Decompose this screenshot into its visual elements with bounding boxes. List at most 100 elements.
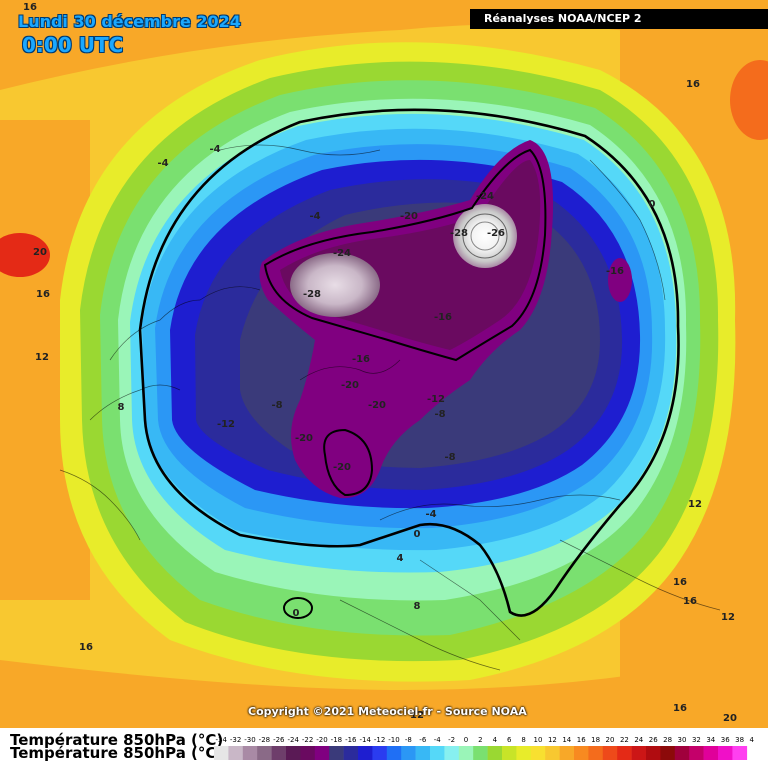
contour-value-label: -20: [368, 400, 386, 411]
scale-tick-label: 8: [521, 736, 525, 744]
contour-value-label: 16: [673, 577, 687, 588]
scale-tick-label: -2: [448, 736, 455, 744]
scale-swatch: [271, 746, 287, 760]
scale-swatch: [286, 746, 301, 760]
scale-tick-label: 38: [735, 736, 744, 744]
scale-swatch: [300, 746, 316, 760]
contour-value-label: -12: [427, 394, 445, 405]
scale-swatch: [314, 746, 330, 760]
scale-tick-label: 30: [678, 736, 687, 744]
contour-minus-twenty-b: [323, 428, 374, 497]
scale-tick-label: 36: [721, 736, 730, 744]
scale-tick-label: 34: [706, 736, 715, 744]
contour-value-label: -8: [444, 452, 455, 463]
red-spot-right: [730, 60, 768, 140]
scale-swatch: [646, 746, 661, 760]
copyright-text: Copyright ©2021 Meteociel.fr - Source NO…: [248, 705, 527, 718]
contour-minus-twenty: [263, 148, 547, 362]
date-label: Lundi 30 décembre 2024: [18, 12, 241, 31]
scale-swatch: [372, 746, 388, 760]
scale-tick-label: -28: [259, 736, 270, 744]
scale-swatch: [660, 746, 676, 760]
orange-bottom-band: [0, 650, 768, 728]
scale-tick-label: 16: [577, 736, 586, 744]
scale-tick-label: -34: [215, 736, 227, 744]
scale-tick-label: -12: [374, 736, 385, 744]
scale-tick-label: -14: [359, 736, 371, 744]
scale-tick-label: -10: [388, 736, 399, 744]
scale-tick-label: 6: [507, 736, 512, 744]
scale-tick-label: -18: [331, 736, 342, 744]
scale-tick-label: -8: [405, 736, 412, 744]
contour-value-label: 12: [721, 612, 735, 623]
legend-title-shadow: Température 850hPa (°C): [10, 744, 224, 762]
contour-labels: 16 -4 -4 -4 -20 -24 -28 -26 -24 -28 -16 -16 -16 -20 -2…: [23, 2, 737, 724]
scale-tick-label: 22: [620, 736, 629, 744]
contour-value-label: -20: [295, 433, 313, 444]
contour-value-label: 16: [23, 2, 37, 13]
scale-tick-label: 40: [750, 736, 754, 744]
legend-title: Température 850hPa (°C): [10, 731, 224, 749]
scale-tick-label: -6: [419, 736, 427, 744]
contour-value-label: -28: [303, 289, 321, 300]
scale-swatch: [732, 746, 748, 760]
contour-value-label: 0: [414, 529, 421, 540]
contour-value-label: -20: [333, 462, 351, 473]
scale-tick-label: -22: [302, 736, 313, 744]
contour-value-label: -8: [434, 409, 445, 420]
scale-tick-label: 12: [548, 736, 557, 744]
contour-value-label: 12: [410, 710, 424, 721]
scale-tick-label: -32: [230, 736, 241, 744]
scale-tick-label: 24: [634, 736, 643, 744]
scale-tick-label: -16: [345, 736, 357, 744]
contour-value-label: 0: [649, 199, 656, 210]
scale-swatch: [386, 746, 402, 760]
color-scale: -34 -32 -30 -28 -26 -24 -22 -20 -18 -16 -14 -12 -10-…: [214, 736, 754, 760]
contour-value-label: -4: [209, 144, 220, 155]
contour-zero-atlantic: [283, 597, 313, 619]
scale-tick-label: -20: [316, 736, 327, 744]
scale-swatch: [617, 746, 632, 760]
scale-swatch: [530, 746, 546, 760]
scale-swatch: [473, 746, 488, 760]
scale-swatch: [343, 746, 359, 760]
contour-value-label: -24: [333, 248, 351, 259]
scale-swatch: [545, 746, 560, 760]
scale-swatch: [602, 746, 618, 760]
coastlines: [59, 144, 721, 671]
scale-tick-label: 20: [606, 736, 615, 744]
scale-swatch: [703, 746, 719, 760]
temperature-map: [0, 0, 768, 728]
scale-swatch: [718, 746, 733, 760]
contour-value-label: 20: [33, 247, 47, 258]
scale-tick-label: 10: [534, 736, 543, 744]
scale-swatch: [487, 746, 503, 760]
scale-swatch: [228, 746, 244, 760]
time-label: 0:00 UTC: [22, 33, 124, 57]
contour-value-label: 12: [688, 499, 702, 510]
contour-value-label: 8: [118, 402, 125, 413]
scale-swatch: [257, 746, 272, 760]
contour-value-label: -28: [450, 228, 468, 239]
contour-value-label: -16: [352, 354, 370, 365]
scale-tick-label: 28: [663, 736, 672, 744]
contour-value-label: -16: [434, 312, 452, 323]
contour-value-label: 4: [397, 553, 404, 564]
contour-value-label: 20: [723, 713, 737, 724]
contour-value-label: -4: [425, 509, 436, 520]
scale-swatch: [674, 746, 690, 760]
scale-tick-label: 18: [591, 736, 600, 744]
scale-tick-label: -4: [434, 736, 442, 744]
contour-value-label: 8: [414, 601, 421, 612]
scale-swatch: [574, 746, 589, 760]
scale-tick-label: 14: [562, 736, 571, 744]
scale-swatch: [415, 746, 431, 760]
contour-value-label: -26: [487, 228, 505, 239]
contour-value-label: 16: [36, 289, 50, 300]
scale-swatch: [458, 746, 474, 760]
scale-swatch: [329, 746, 344, 760]
contour-value-label: 0: [293, 608, 300, 619]
scale-swatch: [559, 746, 575, 760]
scale-tick-label: -26: [273, 736, 285, 744]
scale-swatch: [242, 746, 258, 760]
